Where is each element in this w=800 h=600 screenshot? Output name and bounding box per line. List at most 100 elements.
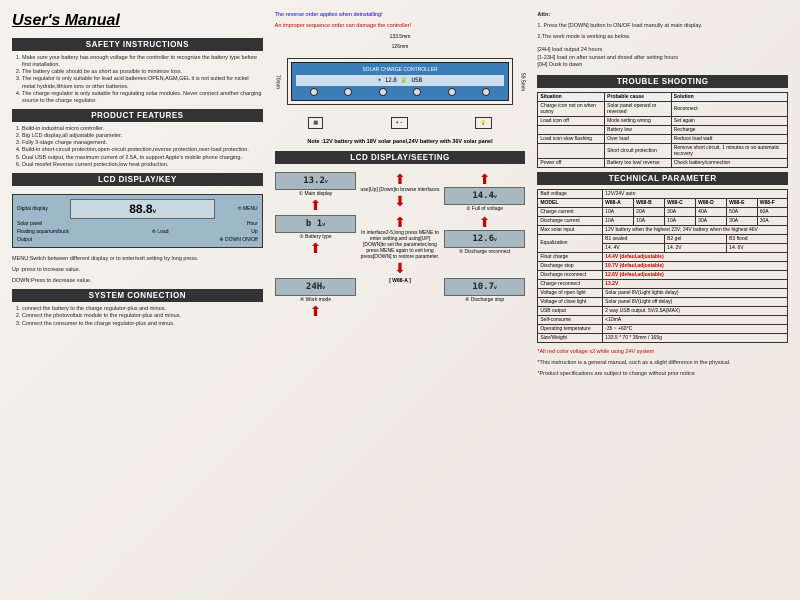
safety-header: SAFETY INSTRUCTIONS xyxy=(12,38,263,51)
lcdkey-header: LCD DISPLAY/KEY xyxy=(12,173,263,186)
lcd-value: 88.8 xyxy=(129,202,152,216)
list-item: Big LCD display,all adjustable parameter… xyxy=(22,133,263,140)
table-cell: W88-A xyxy=(603,198,634,207)
table-cell: 10A xyxy=(603,216,634,225)
dim-h1: 70mm xyxy=(275,75,281,89)
column-3: Attn: 1. Press the [DOWN] button to ON/O… xyxy=(533,12,792,588)
table-row: Batt voltage12V/24V auto xyxy=(538,189,788,198)
lcd-display: b 1v xyxy=(275,215,357,233)
table-cell: Batt voltage xyxy=(538,189,603,198)
lcd-display: 10.7v xyxy=(444,278,526,296)
table-header: Solution xyxy=(671,92,787,101)
menu-desc: MENU:Switch between different display or… xyxy=(12,256,263,263)
table-cell: Self-consume xyxy=(538,315,603,324)
btn-circle xyxy=(379,88,387,96)
mode-line: [0H] Dusk to dawn xyxy=(537,62,788,69)
mode-line: [24H] load output 24 hours xyxy=(537,47,788,54)
table-cell: W88-E xyxy=(727,198,758,207)
table-cell: Charge reconnect xyxy=(538,279,603,288)
table-cell: Discharge reconnect xyxy=(538,270,603,279)
table-cell xyxy=(538,125,605,134)
attn1: 1. Press the [DOWN] button to ON/OF load… xyxy=(537,23,788,30)
table-cell: Operating temperature xyxy=(538,324,603,333)
table-cell: B3 flood xyxy=(727,234,788,243)
mode-line: [1-23H] load on after sunset and dosed a… xyxy=(537,55,788,62)
lcd-caption: ⑤ Discharge reconnect xyxy=(459,249,511,255)
table-row: Charge icon not on when sunnySolar panel… xyxy=(538,101,788,116)
table-cell: B1 sealed xyxy=(603,234,665,243)
footnote-2: *This instruction is a general manual, s… xyxy=(537,360,788,367)
table-cell: 60A xyxy=(757,207,787,216)
list-item: Build-in industrial micro controller. xyxy=(22,126,263,133)
arrow-icon: ⬆ xyxy=(310,198,322,212)
list-item: The charge regulator is only suitable fo… xyxy=(22,91,263,105)
table-cell: 12V battery when the highest 23V; 24V ba… xyxy=(603,225,788,234)
table-cell: 14. 4V xyxy=(603,243,665,252)
list-item: Build-in short-circuit protection,open-c… xyxy=(22,147,263,154)
down-desc: DOWN:Press to decrease value. xyxy=(12,278,263,285)
table-row: Power offBattery too low/ reverseCheck b… xyxy=(538,158,788,167)
lcd-display: 13.2v xyxy=(275,172,357,190)
btn-circle xyxy=(448,88,456,96)
manual-page: User's Manual SAFETY INSTRUCTIONS Make s… xyxy=(0,0,800,600)
table-cell: Float charge xyxy=(538,252,603,261)
table-row: Operating temperature-35 ~ +60°C xyxy=(538,324,788,333)
reverse-warn1: The reverse order applies when deinstall… xyxy=(275,12,526,19)
attn2: 2.The work mode is working as below. xyxy=(537,34,788,41)
lbl-down: ⟱ DOWN ON/Off xyxy=(219,237,257,243)
lcd-instruction: In interface2-5,long press MENE to enter… xyxy=(359,230,441,260)
table-cell: Discharge current xyxy=(538,216,603,225)
lcd-cell: ⬆14.4v② Full of voltage xyxy=(444,172,526,212)
table-cell: 20A xyxy=(634,207,665,216)
table-row: MODELW88-AW88-BW88-CW88-DW88-EW88-F xyxy=(538,198,788,207)
table-row: Short circuit protectionRemove short cir… xyxy=(538,143,788,158)
system-header: SYSTEM CONNECTION xyxy=(12,289,263,302)
table-cell: Voltage of open light xyxy=(538,288,603,297)
column-1: User's Manual SAFETY INSTRUCTIONS Make s… xyxy=(8,12,267,588)
btn-circle xyxy=(482,88,490,96)
lcd-display: 12.6v xyxy=(444,230,526,248)
system-list: connect the battery to the charge regula… xyxy=(12,306,263,327)
table-row: Voltage of close lightSolar panel 8V(Lig… xyxy=(538,297,788,306)
table-cell: Battery low xyxy=(605,125,672,134)
table-cell: Equalization xyxy=(538,234,603,252)
table-cell: B2 gel xyxy=(665,234,727,243)
controller-diagram: SOLAR CHARGE CONTROLLER ☀ 12.8 🔋 USB xyxy=(287,58,513,105)
arrow-icon: ⬇ xyxy=(394,194,406,208)
list-item: Connect the photovoltaic module to the r… xyxy=(22,313,263,320)
lcd-cell: ⬆use[Up] [Down]to browse interfaces⬇ xyxy=(359,172,441,212)
lcd-cell: [ W88-A ] xyxy=(359,278,441,318)
footnote-1: *All red color voltage x2 while using 24… xyxy=(537,349,788,356)
table-cell: 13.2V xyxy=(603,279,788,288)
lcd-caption: ② Full of voltage xyxy=(466,206,503,212)
table-cell: Set again xyxy=(671,116,787,125)
column-2: The reverse order applies when deinstall… xyxy=(271,12,530,588)
lbl-solar: Solar panel xyxy=(17,221,42,227)
table-cell: Charge icon not on when sunny xyxy=(538,101,605,116)
arrow-icon: ⬆ xyxy=(394,172,406,186)
lcd-diagram: Digital display 88.8v ⟲ MENU Solar panel… xyxy=(12,194,263,248)
table-cell: 12.6V (defaul,adjustable) xyxy=(603,270,788,279)
dim-h2: 59.5mm xyxy=(519,73,525,91)
table-cell: Discharge stop xyxy=(538,261,603,270)
arrow-icon: ⬆ xyxy=(394,215,406,229)
table-cell: W88-F xyxy=(757,198,787,207)
table-cell: USB output xyxy=(538,306,603,315)
list-item: The battery cable should be as short as … xyxy=(22,69,263,76)
solar-panel-icon: ▦ xyxy=(308,117,323,129)
table-cell: <10mA xyxy=(603,315,788,324)
arrow-icon: ⬆ xyxy=(479,215,491,229)
btn-circle xyxy=(413,88,421,96)
lcd-cell: b 1v③ Battery type⬆ xyxy=(275,215,357,275)
attn-header: Attn: xyxy=(537,12,788,19)
lbl-load: ⟰ Load xyxy=(152,229,169,235)
table-cell: W88-C xyxy=(665,198,696,207)
trouble-header: TROUBLE SHOOTING xyxy=(537,75,788,88)
btn-circle xyxy=(344,88,352,96)
table-cell: Over load xyxy=(605,134,672,143)
table-row: USB output2 way USB output. 5V/2.5A(MAX) xyxy=(538,306,788,315)
table-cell: Solar panel 8V(Light off delay) xyxy=(603,297,788,306)
lcd-cell: 24Hv④ Work mode⬆ xyxy=(275,278,357,318)
bulb-icon: 💡 xyxy=(475,117,491,129)
table-row: EqualizationB1 sealedB2 gelB3 flood xyxy=(538,234,788,243)
